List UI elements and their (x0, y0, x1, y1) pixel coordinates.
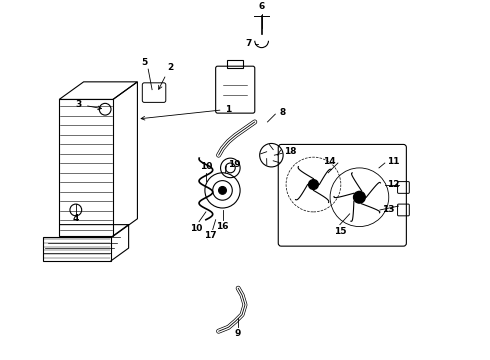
Text: 14: 14 (323, 157, 336, 166)
Text: 17: 17 (204, 231, 217, 240)
Text: 12: 12 (387, 180, 399, 189)
Circle shape (309, 180, 318, 189)
Text: 5: 5 (141, 58, 147, 67)
Text: 8: 8 (279, 108, 286, 117)
Text: 2: 2 (159, 63, 173, 89)
Circle shape (70, 204, 82, 216)
Text: 13: 13 (382, 206, 394, 215)
Text: 3: 3 (76, 100, 101, 110)
Text: 7: 7 (245, 39, 252, 48)
Circle shape (99, 103, 111, 115)
Text: 6: 6 (259, 3, 265, 12)
Text: 18: 18 (284, 147, 296, 156)
Bar (227, 60, 243, 68)
Text: 4: 4 (73, 214, 79, 223)
Circle shape (219, 186, 226, 194)
Text: 19: 19 (228, 161, 241, 170)
Text: 11: 11 (387, 157, 399, 166)
Text: 10: 10 (200, 162, 212, 171)
Polygon shape (43, 237, 111, 261)
Text: 16: 16 (216, 222, 229, 231)
Circle shape (354, 192, 365, 203)
Polygon shape (59, 99, 113, 237)
Text: 9: 9 (235, 329, 242, 338)
Text: 15: 15 (334, 226, 346, 235)
Text: 1: 1 (141, 105, 232, 120)
Text: 10: 10 (190, 224, 202, 233)
